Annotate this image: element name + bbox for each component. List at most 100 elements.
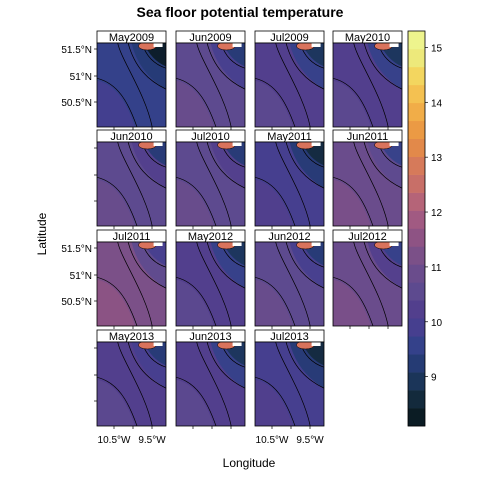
contour-line (127, 43, 166, 90)
contour-line (176, 77, 217, 127)
panel: May2012 (175, 229, 246, 329)
contour-line (97, 176, 138, 226)
panel-label: May2009 (109, 32, 154, 44)
panel-label: Jun2013 (189, 331, 231, 343)
colorbar-swatch (408, 228, 425, 247)
contour-line (353, 242, 389, 326)
warm-region (176, 179, 214, 226)
colorbar-swatch (408, 120, 425, 140)
chart-title: Sea floor potential temperature (137, 4, 344, 20)
panel: Jul2013 (254, 329, 325, 429)
colorbar-frame (407, 30, 426, 427)
contour-line (333, 77, 374, 127)
colorbar-tick-label: 14 (431, 98, 443, 109)
warm-region (176, 379, 214, 426)
panel-frame (254, 241, 325, 327)
panel-frame (332, 241, 403, 327)
land-mask (232, 43, 242, 47)
contour-line (255, 77, 296, 127)
colorbar-tick-label: 15 (431, 43, 443, 54)
land-mask (153, 242, 163, 246)
warm-region (255, 279, 293, 326)
panel-frame (332, 141, 403, 227)
contour-line (206, 142, 245, 189)
contour-line (196, 142, 232, 226)
contour-line (255, 176, 296, 226)
colorbar-swatch (408, 138, 425, 157)
panel: Jul2012 (332, 229, 403, 329)
land-mask (153, 43, 163, 47)
contour-line (353, 142, 389, 226)
land-mask (389, 142, 399, 146)
y-axis-label: Latitude (35, 212, 49, 255)
y-tick-label: 51.5°N (61, 244, 92, 255)
contour-line (206, 342, 245, 389)
colorbar-swatch (408, 66, 425, 86)
contour-line (255, 376, 296, 426)
panel-label: May2010 (345, 32, 390, 44)
contour-line (363, 43, 402, 90)
panel: Jul2009 (254, 30, 325, 130)
contour-line (97, 77, 138, 127)
land-mask (311, 142, 321, 146)
contour-line (127, 242, 166, 289)
contour-line (285, 342, 324, 389)
land-mask (311, 242, 321, 246)
colorbar-swatch (408, 102, 425, 122)
contour-line (275, 342, 311, 426)
warm-region (333, 80, 371, 127)
panel: Jun2012 (254, 229, 325, 329)
y-tick-label: 51°N (70, 271, 92, 282)
warm-region (333, 279, 371, 326)
colorbar-tick-label: 11 (431, 263, 442, 274)
colorbar-tick-label: 12 (431, 208, 443, 219)
colorbar-swatch (408, 48, 425, 68)
contour-line (97, 276, 138, 326)
land-mask (153, 142, 163, 146)
contour-line (285, 43, 324, 90)
land-mask (153, 342, 163, 346)
contour-line (127, 342, 166, 389)
panel-label: Jul2012 (348, 231, 387, 243)
panel-grid: May2009 Jun2009 Jul2009 May2010 Jun2010 Jul20… (94, 30, 403, 429)
panel-frame (175, 341, 246, 427)
panel: Jun2011 (332, 129, 403, 229)
y-tick-label: 51°N (70, 72, 92, 83)
contour-line (285, 242, 324, 289)
x-tick-label: 10.5°W (98, 435, 131, 446)
land-mask (232, 142, 242, 146)
colorbar-swatch (408, 192, 425, 211)
panel-frame (96, 241, 167, 327)
panel-frame (254, 141, 325, 227)
land-mask (232, 342, 242, 346)
warm-region (255, 80, 293, 127)
colorbar-swatch (408, 210, 425, 229)
colorbar-tick-label: 9 (431, 373, 437, 384)
land-mask (389, 242, 399, 246)
contour-line (117, 142, 153, 226)
x-tick-label: 9.5°W (296, 435, 324, 446)
contour-line (353, 43, 389, 127)
land-mask (389, 43, 399, 47)
panel-label: Jun2012 (268, 231, 310, 243)
panel: May2010 (332, 30, 403, 130)
panel: May2009 (94, 30, 167, 130)
y-tick-label: 50.5°N (61, 98, 92, 109)
colorbar-swatch (408, 264, 425, 283)
colorbar-swatch (408, 408, 425, 427)
x-tick-label: 9.5°W (138, 435, 166, 446)
colorbar-swatch (408, 84, 425, 104)
colorbar-tick-label: 13 (431, 153, 443, 164)
contour-line (196, 342, 232, 426)
contour-line (363, 242, 402, 289)
contour-line (117, 342, 153, 426)
colorbar-swatch (408, 282, 425, 301)
colorbar-swatch (408, 174, 425, 193)
contour-line (176, 276, 217, 326)
panel: May2013 (94, 329, 167, 429)
warm-region (333, 179, 371, 226)
warm-region (97, 379, 135, 426)
warm-region (97, 279, 135, 326)
panel-frame (175, 141, 246, 227)
panel-label: Jun2009 (189, 32, 231, 44)
